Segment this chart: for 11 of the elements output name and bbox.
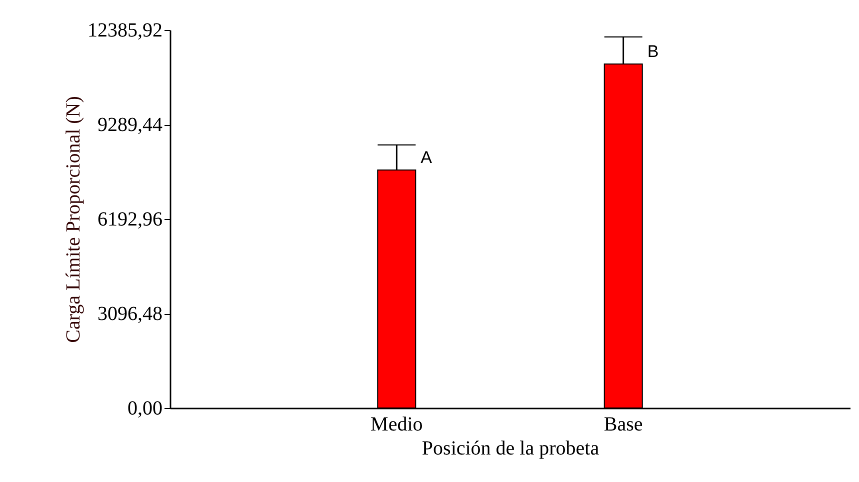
x-axis-title: Posición de la probeta <box>422 438 600 460</box>
y-tick-label: 9289,44 <box>98 114 162 136</box>
y-tick-label: 3096,48 <box>98 303 162 325</box>
y-axis-title: Carga Límite Proporcional (N) <box>62 96 84 343</box>
annotation: B <box>647 42 659 62</box>
y-tick-label: 6192,96 <box>98 208 162 230</box>
x-tick-label: Base <box>604 414 643 436</box>
x-tick-label: Medio <box>370 414 423 436</box>
y-tick-label: 12385,92 <box>88 20 162 42</box>
annotation: A <box>420 148 433 167</box>
y-tick-label: 0,00 <box>128 398 162 420</box>
